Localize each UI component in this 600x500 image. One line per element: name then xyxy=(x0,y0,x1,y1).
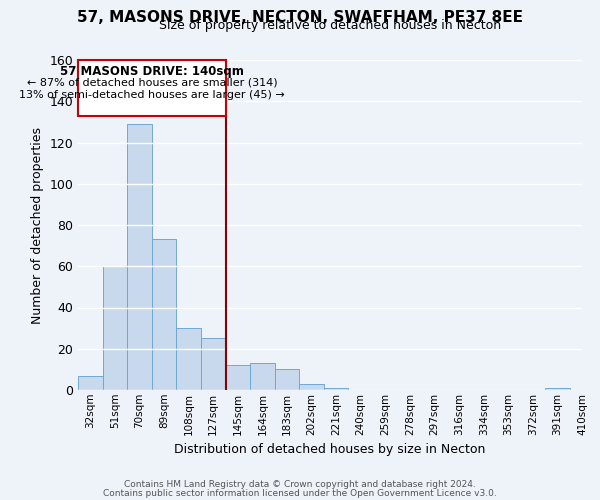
FancyBboxPatch shape xyxy=(79,60,226,116)
Bar xyxy=(176,328,201,390)
Bar xyxy=(250,363,275,390)
Text: 57, MASONS DRIVE, NECTON, SWAFFHAM, PE37 8EE: 57, MASONS DRIVE, NECTON, SWAFFHAM, PE37… xyxy=(77,10,523,25)
Text: ← 87% of detached houses are smaller (314): ← 87% of detached houses are smaller (31… xyxy=(26,78,277,88)
X-axis label: Distribution of detached houses by size in Necton: Distribution of detached houses by size … xyxy=(175,443,485,456)
Title: Size of property relative to detached houses in Necton: Size of property relative to detached ho… xyxy=(159,20,501,32)
Bar xyxy=(127,124,152,390)
Bar xyxy=(324,388,349,390)
Bar xyxy=(78,376,103,390)
Bar xyxy=(275,370,299,390)
Bar xyxy=(201,338,226,390)
Text: Contains public sector information licensed under the Open Government Licence v3: Contains public sector information licen… xyxy=(103,489,497,498)
Text: 57 MASONS DRIVE: 140sqm: 57 MASONS DRIVE: 140sqm xyxy=(60,65,244,78)
Bar xyxy=(226,365,250,390)
Bar xyxy=(299,384,324,390)
Y-axis label: Number of detached properties: Number of detached properties xyxy=(31,126,44,324)
Text: 13% of semi-detached houses are larger (45) →: 13% of semi-detached houses are larger (… xyxy=(19,90,285,100)
Bar xyxy=(103,266,127,390)
Bar xyxy=(545,388,570,390)
Text: Contains HM Land Registry data © Crown copyright and database right 2024.: Contains HM Land Registry data © Crown c… xyxy=(124,480,476,489)
Bar xyxy=(152,240,176,390)
